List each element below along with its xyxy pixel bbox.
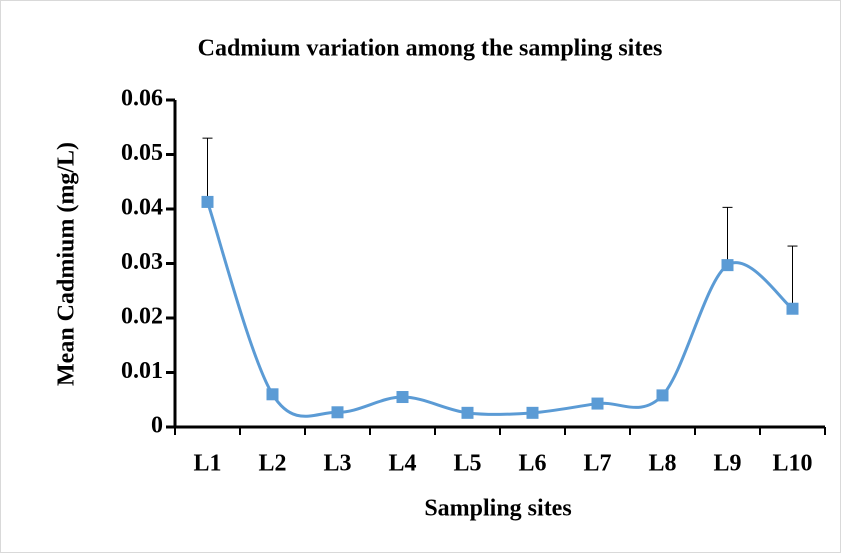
y-axis-label: Mean Cadmium (mg/L) <box>54 142 80 386</box>
marker <box>461 406 474 419</box>
y-tick-label: 0.01 <box>121 358 163 384</box>
marker <box>786 302 799 315</box>
error-bar <box>202 137 213 202</box>
marker <box>591 397 604 410</box>
x-tick-label: L7 <box>583 451 611 477</box>
y-tick-label: 0.06 <box>121 86 163 112</box>
marker <box>721 259 734 272</box>
error-bar <box>722 206 733 266</box>
y-tick-label: 0.02 <box>121 304 163 330</box>
x-axis-label: Sampling sites <box>424 496 571 522</box>
chart-title: Cadmium variation among the sampling sit… <box>198 36 663 62</box>
x-tick-label: L6 <box>518 451 546 477</box>
y-tick-label: 0.05 <box>121 140 163 166</box>
marker <box>201 195 214 208</box>
marker <box>526 406 539 419</box>
x-tick-label: L8 <box>648 451 676 477</box>
x-tick-label: L1 <box>193 451 221 477</box>
x-tick-label: L2 <box>258 451 286 477</box>
x-tick-label: L3 <box>323 451 351 477</box>
marker <box>396 391 409 404</box>
y-tick-label: 0.03 <box>121 249 163 275</box>
series-line <box>206 201 794 418</box>
error-bar <box>787 245 798 309</box>
x-tick-label: L5 <box>453 451 481 477</box>
y-tick-label: 0.04 <box>121 195 163 221</box>
marker <box>266 388 279 401</box>
x-tick-label: L10 <box>772 451 812 477</box>
x-tick-label: L4 <box>388 451 416 477</box>
marker <box>656 389 669 402</box>
x-tick-label: L9 <box>713 451 741 477</box>
marker <box>331 406 344 419</box>
y-tick-label: 0 <box>151 413 163 439</box>
